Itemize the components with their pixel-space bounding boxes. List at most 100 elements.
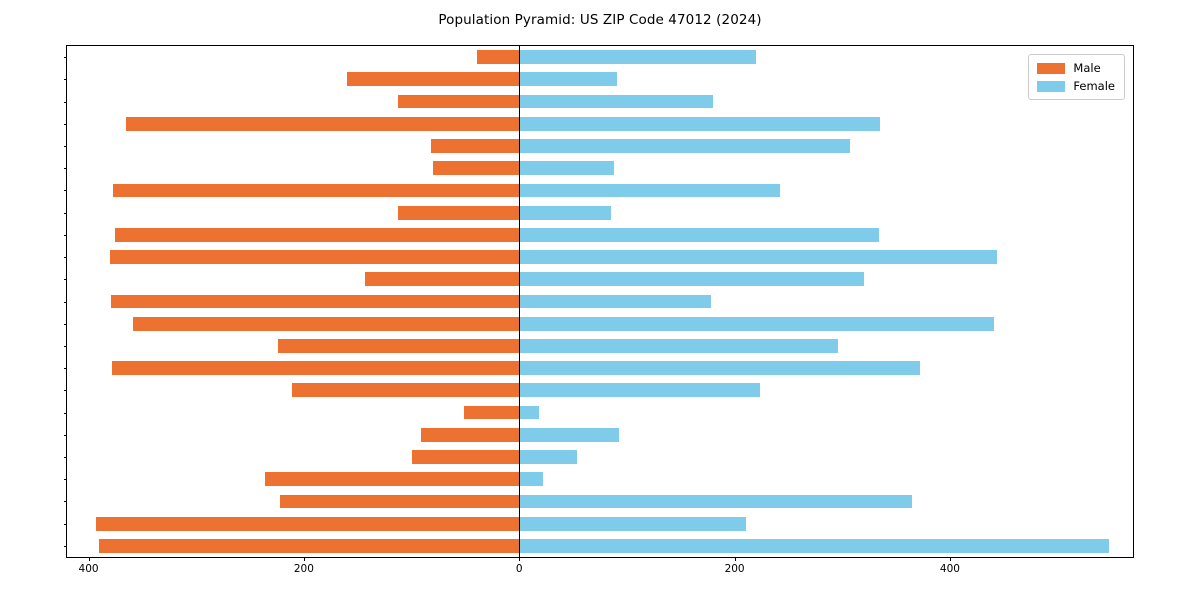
bar-female (519, 116, 880, 131)
bar-female (519, 250, 998, 264)
y-axis-tick-mark (63, 79, 67, 81)
x-axis-tick-mark (519, 557, 521, 561)
x-axis-tick-label: 200 (724, 563, 745, 575)
bar-male (397, 94, 520, 109)
x-axis-tick-mark (303, 557, 305, 561)
y-axis-tick-mark (63, 434, 67, 436)
y-axis-tick-mark (63, 123, 67, 125)
legend-swatch-male (1037, 62, 1066, 74)
bar-female (519, 72, 618, 87)
bar-male (397, 205, 520, 220)
x-axis-tick-label: 400 (939, 563, 960, 575)
y-axis-tick-mark (63, 301, 67, 303)
bar-row (67, 494, 1133, 509)
bar-row (67, 227, 1133, 242)
bar-female (519, 494, 913, 509)
bar-female (519, 339, 838, 353)
bar-male (278, 339, 520, 353)
bar-female (519, 227, 879, 242)
bar-row (67, 405, 1133, 420)
legend-swatch-female (1037, 80, 1066, 92)
y-axis-tick-mark (63, 457, 67, 459)
bar-male (411, 450, 520, 464)
y-axis-tick-mark (63, 390, 67, 392)
bar-male (99, 539, 520, 553)
bar-male (113, 183, 520, 198)
bar-row (67, 516, 1133, 531)
bar-male (346, 72, 520, 87)
bar-male (280, 494, 520, 509)
bar-male (111, 294, 520, 309)
legend-entry[interactable]: Male (1037, 61, 1115, 75)
bar-female (519, 539, 1110, 553)
bar-male (430, 139, 520, 153)
bar-male (433, 161, 520, 176)
bar-row (67, 116, 1133, 131)
x-axis-tick-mark (88, 557, 90, 561)
legend-label: Male (1073, 61, 1101, 75)
bar-female (519, 383, 761, 398)
bar-female (519, 294, 711, 309)
bar-row (67, 472, 1133, 487)
bar-female (519, 272, 864, 287)
bar-row (67, 450, 1133, 464)
x-axis-tick-label: 200 (293, 563, 314, 575)
bar-male (421, 427, 520, 442)
x-axis-tick-mark (734, 557, 736, 561)
bar-row (67, 272, 1133, 287)
bar-row (67, 94, 1133, 109)
bar-row (67, 539, 1133, 553)
legend-label: Female (1073, 79, 1115, 93)
bar-female (519, 516, 747, 531)
bar-row (67, 205, 1133, 220)
plot-area: 85+80-8475-7970-7467-6965-6662-6460-6155… (63, 45, 1134, 575)
bar-male (115, 227, 520, 242)
bar-female (519, 50, 757, 64)
bar-row (67, 339, 1133, 353)
bar-female (519, 139, 850, 153)
bar-row (67, 161, 1133, 176)
bar-female (519, 94, 714, 109)
bar-male (265, 472, 520, 487)
bar-row (67, 50, 1133, 64)
y-axis-tick-mark (63, 501, 67, 503)
bar-row (67, 139, 1133, 153)
bar-male (126, 116, 520, 131)
bar-male (96, 516, 520, 531)
zero-axis-line (519, 46, 521, 557)
x-axis-tick-label: 0 (515, 563, 523, 575)
bar-row (67, 383, 1133, 398)
bar-female (519, 161, 614, 176)
y-axis-tick-mark (63, 345, 67, 347)
x-axis-tick-mark (949, 557, 951, 561)
bar-row (67, 294, 1133, 309)
bar-female (519, 361, 920, 376)
y-axis-tick-mark (63, 279, 67, 281)
bar-male (132, 316, 520, 331)
bar-female (519, 205, 611, 220)
chart-legend[interactable]: Male Female (1028, 54, 1125, 100)
y-axis-tick-mark (63, 412, 67, 414)
bar-male (464, 405, 520, 420)
y-axis-tick-mark (63, 57, 67, 59)
bar-male (292, 383, 520, 398)
bar-female (519, 316, 995, 331)
bar-row (67, 361, 1133, 376)
bar-female (519, 450, 578, 464)
y-axis-tick-mark (63, 190, 67, 192)
y-axis-tick-mark (63, 523, 67, 525)
x-axis-tick-label: 400 (78, 563, 99, 575)
y-axis-tick-mark (63, 545, 67, 547)
bar-female (519, 405, 539, 420)
y-axis-tick-mark (63, 234, 67, 236)
chart-title: Population Pyramid: US ZIP Code 47012 (2… (438, 12, 762, 28)
bar-row (67, 183, 1133, 198)
bar-female (519, 183, 780, 198)
y-axis-tick-mark (63, 323, 67, 325)
legend-entry[interactable]: Female (1037, 79, 1115, 93)
bar-row (67, 72, 1133, 87)
y-axis-tick-mark (63, 168, 67, 170)
bar-male (365, 272, 520, 287)
y-axis-tick-mark (63, 368, 67, 370)
